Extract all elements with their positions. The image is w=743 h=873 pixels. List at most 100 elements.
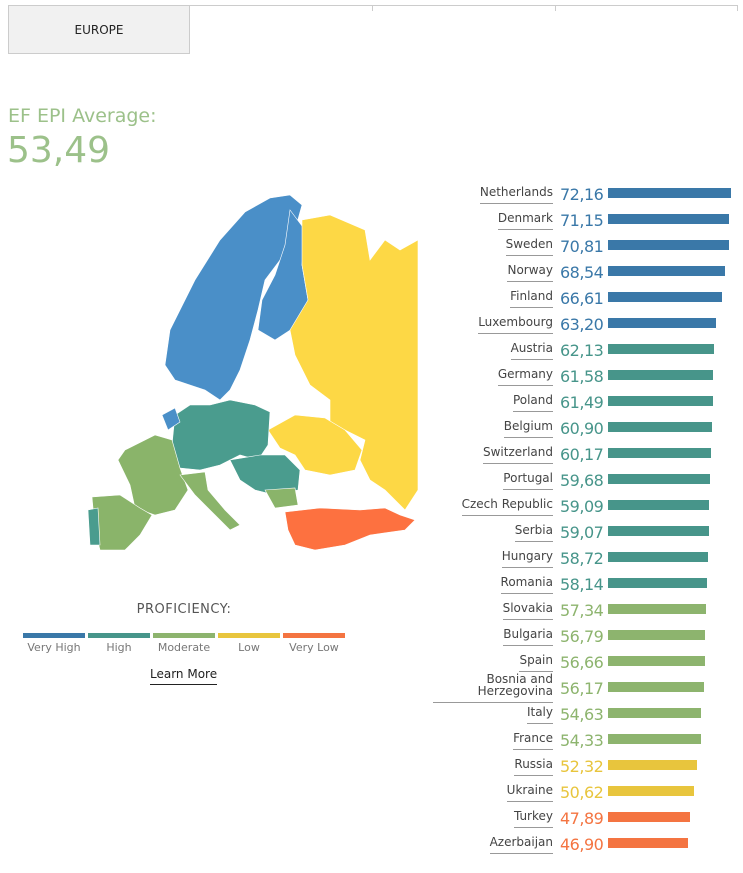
legend-swatch xyxy=(283,633,345,638)
country-score: 59,09 xyxy=(560,497,604,516)
country-score: 68,54 xyxy=(560,263,604,282)
country-score: 60,90 xyxy=(560,419,604,438)
score-bar xyxy=(608,578,708,588)
map-norway-sweden[interactable] xyxy=(164,194,303,401)
country-name: Sweden xyxy=(433,238,553,256)
legend-label: Very Low xyxy=(289,641,339,654)
score-bar xyxy=(608,682,704,692)
country-row[interactable]: Sweden 70,81 xyxy=(440,232,743,258)
country-row[interactable]: Finland 66,61 xyxy=(440,284,743,310)
country-row[interactable]: Bulgaria 56,79 xyxy=(440,622,743,648)
country-name: Belgium xyxy=(433,420,553,438)
country-name: Norway xyxy=(433,264,553,282)
legend-item-very_high: Very High xyxy=(23,633,85,654)
score-bar xyxy=(608,318,716,328)
tab-divider xyxy=(372,6,373,11)
country-name: Portugal xyxy=(433,472,553,490)
country-row[interactable]: Czech Republic 59,09 xyxy=(440,492,743,518)
country-name: Hungary xyxy=(433,550,553,568)
country-name: Netherlands xyxy=(433,186,553,204)
country-name: France xyxy=(433,732,553,750)
map-turkey[interactable] xyxy=(284,507,416,551)
score-bar xyxy=(608,214,730,224)
tab-europe[interactable]: EUROPE xyxy=(8,6,190,54)
map-italy[interactable] xyxy=(179,471,241,531)
legend-swatch xyxy=(218,633,280,638)
country-row[interactable]: Belgium 60,90 xyxy=(440,414,743,440)
country-row[interactable]: Ukraine 50,62 xyxy=(440,778,743,804)
legend-label: Low xyxy=(238,641,260,654)
map-bulgaria[interactable] xyxy=(264,487,299,509)
country-row[interactable]: Bosnia and Herzegovina 56,17 xyxy=(433,673,743,703)
country-score: 60,17 xyxy=(560,445,604,464)
score-bar xyxy=(608,188,732,198)
country-row[interactable]: France 54,33 xyxy=(440,726,743,752)
country-score: 59,68 xyxy=(560,471,604,490)
country-name: Poland xyxy=(433,394,553,412)
country-row[interactable]: Netherlands 72,16 xyxy=(440,180,743,206)
country-score: 70,81 xyxy=(560,237,604,256)
average-label: EF EPI Average: xyxy=(8,105,157,127)
country-row[interactable]: Austria 62,13 xyxy=(440,336,743,362)
country-row[interactable]: Portugal 59,68 xyxy=(440,466,743,492)
map-netherlands[interactable] xyxy=(161,407,181,431)
tab-divider xyxy=(737,6,738,11)
score-bar xyxy=(608,292,722,302)
map-portugal[interactable] xyxy=(87,507,101,546)
country-name: Turkey xyxy=(433,810,553,828)
score-bar xyxy=(608,396,713,406)
map-russia[interactable] xyxy=(289,214,419,511)
learn-more-link[interactable]: Learn More xyxy=(150,667,218,685)
legend-swatch xyxy=(23,633,85,638)
country-score: 50,62 xyxy=(560,783,604,802)
score-bar xyxy=(608,630,705,640)
country-row[interactable]: Russia 52,32 xyxy=(440,752,743,778)
country-row[interactable]: Poland 61,49 xyxy=(440,388,743,414)
region-tabs: EUROPE xyxy=(8,5,738,54)
country-row[interactable]: Azerbaijan 46,90 xyxy=(440,830,743,856)
country-score: 71,15 xyxy=(560,211,604,230)
country-score: 58,72 xyxy=(560,549,604,568)
legend-swatch xyxy=(153,633,215,638)
country-score: 61,58 xyxy=(560,367,604,386)
score-bar xyxy=(608,552,709,562)
legend-title: PROFICIENCY: xyxy=(136,602,232,617)
legend-label: Very High xyxy=(27,641,81,654)
country-row[interactable]: Denmark 71,15 xyxy=(440,206,743,232)
country-row[interactable]: Germany 61,58 xyxy=(440,362,743,388)
country-name: Azerbaijan xyxy=(433,836,553,854)
legend-swatch xyxy=(88,633,150,638)
map-balkans[interactable] xyxy=(229,454,301,496)
country-score: 56,17 xyxy=(560,679,604,698)
country-score: 56,66 xyxy=(560,653,604,672)
score-bar xyxy=(608,604,706,614)
country-row[interactable]: Norway 68,54 xyxy=(440,258,743,284)
score-bar xyxy=(608,448,711,458)
europe-map[interactable] xyxy=(80,190,420,560)
country-name: Switzerland xyxy=(433,446,553,464)
country-score: 47,89 xyxy=(560,809,604,828)
country-row[interactable]: Italy 54,63 xyxy=(440,700,743,726)
country-score: 52,32 xyxy=(560,757,604,776)
legend-item-very_low: Very Low xyxy=(283,633,345,654)
score-bar xyxy=(608,240,729,250)
country-score: 59,07 xyxy=(560,523,604,542)
country-row[interactable]: Turkey 47,89 xyxy=(440,804,743,830)
country-row[interactable]: Serbia 59,07 xyxy=(440,518,743,544)
map-france[interactable] xyxy=(117,434,189,516)
country-name: Slovakia xyxy=(433,602,553,620)
country-row[interactable]: Slovakia 57,34 xyxy=(440,596,743,622)
score-bar xyxy=(608,734,701,744)
map-central-high[interactable] xyxy=(171,399,271,471)
country-row[interactable]: Romania 58,14 xyxy=(440,570,743,596)
country-row[interactable]: Spain 56,66 xyxy=(440,648,743,674)
country-row[interactable]: Switzerland 60,17 xyxy=(440,440,743,466)
country-row[interactable]: Hungary 58,72 xyxy=(440,544,743,570)
legend-item-high: High xyxy=(88,633,150,654)
map-ukraine[interactable] xyxy=(267,414,363,476)
country-name: Finland xyxy=(433,290,553,308)
country-row[interactable]: Luxembourg 63,20 xyxy=(440,310,743,336)
legend-item-moderate: Moderate xyxy=(153,633,215,654)
legend-label: Moderate xyxy=(157,641,211,654)
score-bar xyxy=(608,708,702,718)
